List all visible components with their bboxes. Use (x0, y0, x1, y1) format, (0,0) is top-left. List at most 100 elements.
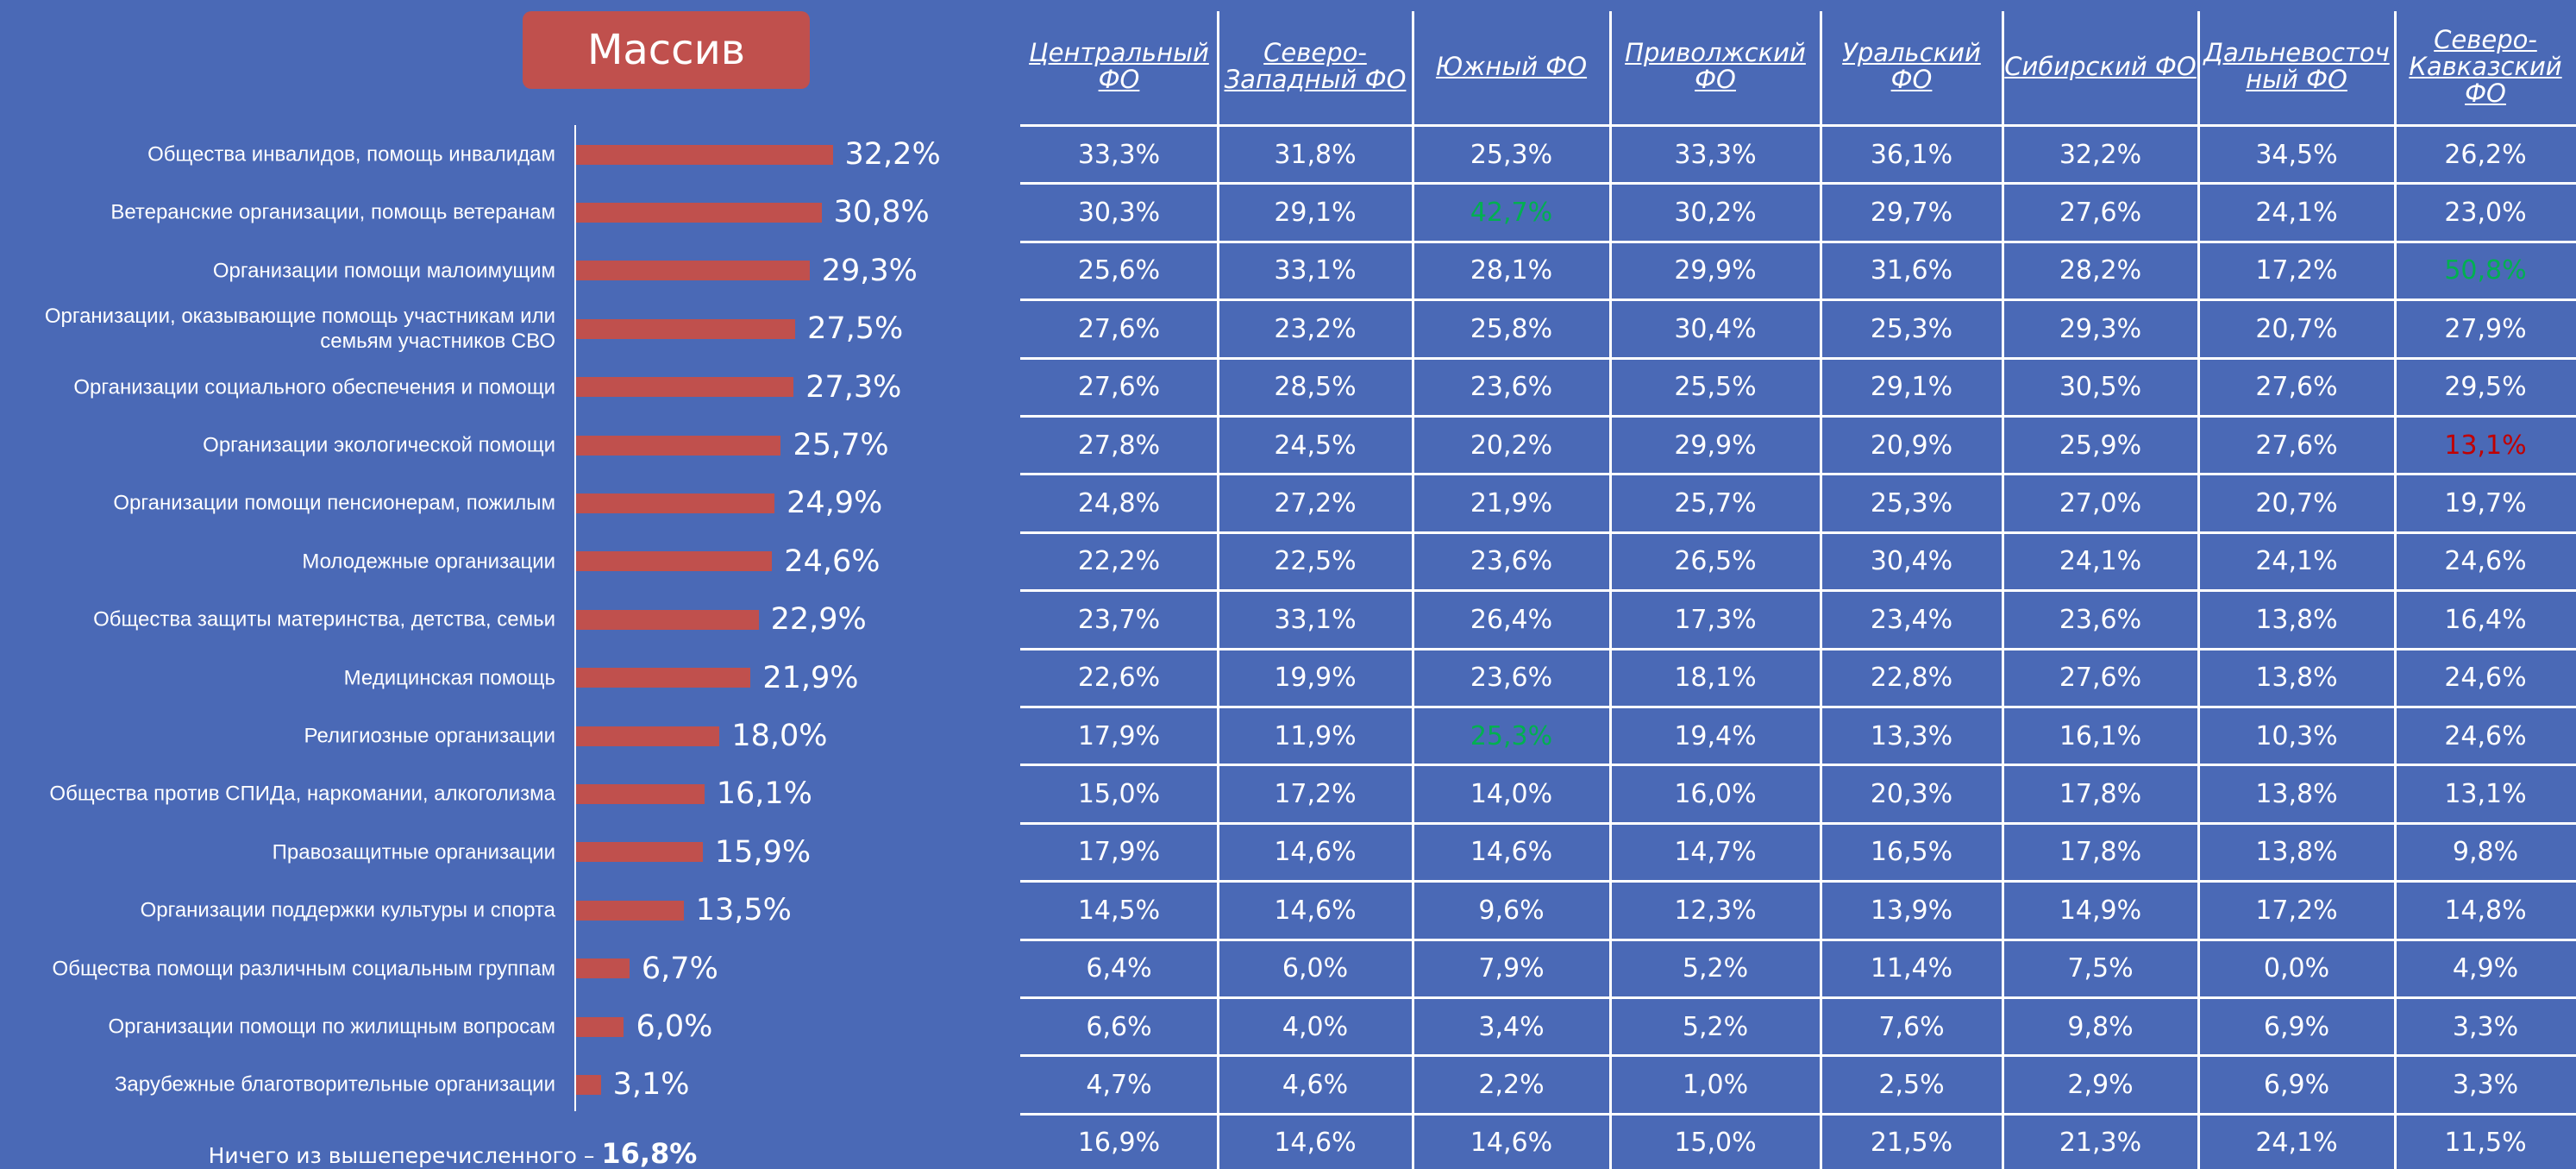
table-cell: 24,6% (2444, 720, 2527, 751)
table-cell: 14,6% (1274, 895, 1357, 926)
axis-line (574, 125, 576, 1111)
value-label: 24,9% (787, 486, 883, 521)
table-cell: 16,0% (1674, 778, 1757, 809)
bar (576, 493, 775, 513)
table-cell: 17,9% (1077, 837, 1161, 868)
table-cell: 21,3% (2059, 1128, 2142, 1159)
row-divider (1020, 1112, 2576, 1116)
table-cell: 14,0% (1470, 778, 1553, 809)
category-label: Религиозные организации (304, 724, 555, 748)
table-cell: 14,6% (1274, 837, 1357, 868)
table-cell: 29,1% (1274, 197, 1357, 228)
table-cell: 14,5% (1077, 895, 1161, 926)
table-cell: 25,6% (1077, 255, 1161, 286)
chart-title: Массив (523, 11, 810, 89)
table-cell: 24,1% (2255, 546, 2338, 577)
table-cell: 3,3% (2452, 1069, 2519, 1100)
value-label: 27,3% (805, 369, 902, 405)
value-label: 18,0% (731, 719, 828, 753)
table-cell: 21,5% (1870, 1128, 1953, 1159)
table-cell: 24,6% (2444, 546, 2527, 577)
table-cell: 20,9% (1870, 430, 1953, 461)
table-cell: 14,7% (1674, 837, 1757, 868)
table-cell: 27,6% (1077, 372, 1161, 403)
table-cell: 22,2% (1077, 546, 1161, 577)
table-cell: 23,6% (2059, 604, 2142, 635)
bar (576, 609, 759, 630)
table-cell: 28,2% (2059, 255, 2142, 286)
category-label: Ветеранские организации, помощь ветерана… (110, 200, 555, 224)
table-cell: 20,2% (1470, 430, 1553, 461)
value-label: 6,0% (636, 1009, 713, 1044)
category-label: Общества против СПИДа, наркомании, алког… (49, 782, 555, 806)
bar (576, 144, 833, 165)
table-cell: 25,3% (1870, 487, 1953, 519)
table-cell: 19,7% (2444, 487, 2527, 519)
table-cell: 14,9% (2059, 895, 2142, 926)
table-cell: 15,0% (1674, 1128, 1757, 1159)
table-cell: 23,2% (1274, 313, 1357, 344)
table-cell: 3,3% (2452, 1011, 2519, 1042)
bar (576, 726, 720, 746)
table-cell: 16,9% (1077, 1128, 1161, 1159)
table-cell: 29,5% (2444, 372, 2527, 403)
table-cell: 29,9% (1674, 255, 1757, 286)
footnote-text: Ничего из вышеперечисленного – (208, 1143, 595, 1168)
row-divider (1020, 182, 2576, 185)
table-cell: 13,8% (2255, 663, 2338, 694)
table-cell: 13,9% (1870, 895, 1953, 926)
category-label: Организации помощи малоимущим (212, 259, 555, 283)
category-label: Организации помощи пенсионерам, пожилым (113, 491, 555, 515)
table-cell: 27,6% (1077, 313, 1161, 344)
table-cell: 9,6% (1478, 895, 1545, 926)
column-header: Дальневосточный ФО (2203, 38, 2390, 94)
table-cell: 25,3% (1870, 313, 1953, 344)
table-cell: 27,6% (2059, 197, 2142, 228)
table-cell: 18,1% (1674, 663, 1757, 694)
table-cell: 26,2% (2444, 139, 2527, 170)
value-label: 21,9% (762, 660, 859, 695)
value-label: 24,6% (784, 544, 881, 579)
table-cell: 4,9% (2452, 953, 2519, 984)
table-cell: 5,2% (1682, 1011, 1749, 1042)
table-cell: 22,8% (1870, 663, 1953, 694)
table-cell: 29,3% (2059, 313, 2142, 344)
table-cell: 24,1% (2059, 546, 2142, 577)
category-label: Организации социального обеспечения и по… (73, 375, 555, 399)
row-divider (1020, 473, 2576, 476)
footnote-value: 16,8% (601, 1137, 698, 1169)
bar (576, 551, 773, 572)
table-cell: 13,1% (2444, 430, 2527, 461)
value-label: 3,1% (612, 1067, 690, 1103)
table-cell: 25,5% (1674, 372, 1757, 403)
table-cell: 20,7% (2255, 487, 2338, 519)
table-cell: 33,3% (1674, 139, 1757, 170)
table-cell: 23,6% (1470, 372, 1553, 403)
table-cell: 36,1% (1870, 139, 1953, 170)
table-cell: 14,6% (1470, 837, 1553, 868)
column-header: Южный ФО (1435, 51, 1588, 81)
bar (576, 958, 630, 979)
table-cell: 29,7% (1870, 197, 1953, 228)
table-cell: 30,2% (1674, 197, 1757, 228)
table-cell: 26,5% (1674, 546, 1757, 577)
table-cell: 21,9% (1470, 487, 1553, 519)
table-cell: 2,2% (1478, 1069, 1545, 1100)
row-divider (1020, 706, 2576, 708)
table-cell: 24,5% (1274, 430, 1357, 461)
table-cell: 28,5% (1274, 372, 1357, 403)
table-cell: 4,0% (1282, 1011, 1349, 1042)
table-cell: 23,6% (1470, 663, 1553, 694)
table-cell: 2,9% (2067, 1069, 2134, 1100)
row-divider (1020, 821, 2576, 825)
table-cell: 9,8% (2452, 837, 2519, 868)
table-cell: 2,5% (1878, 1069, 1945, 1100)
table-cell: 32,2% (2059, 139, 2142, 170)
table-cell: 27,9% (2444, 313, 2527, 344)
table-cell: 28,1% (1470, 255, 1553, 286)
value-label: 15,9% (714, 834, 812, 870)
category-label: Общества инвалидов, помощь инвалидам (147, 142, 555, 167)
table-cell: 17,2% (1274, 778, 1357, 809)
table-cell: 27,6% (2255, 372, 2338, 403)
table-cell: 27,8% (1077, 430, 1161, 461)
